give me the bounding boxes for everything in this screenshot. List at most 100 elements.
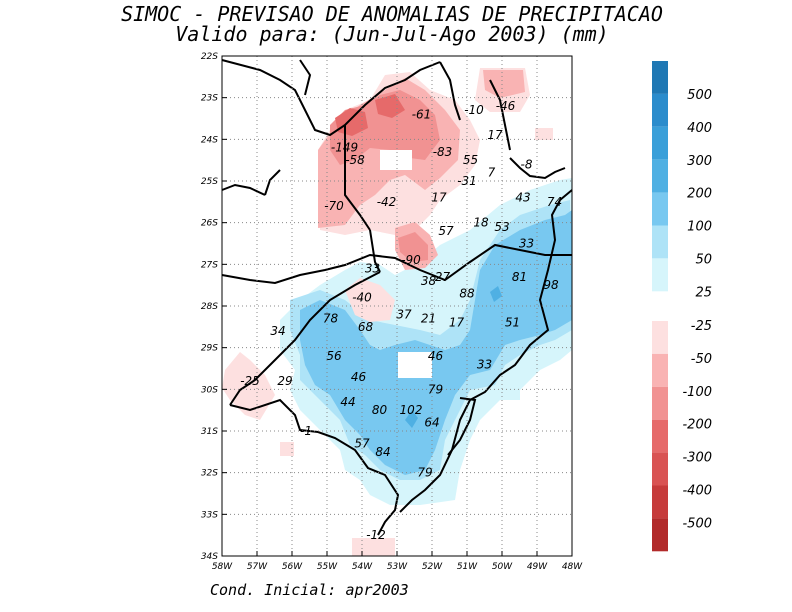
initial-condition-label: Cond. Inicial: apr2003 <box>210 581 409 599</box>
anomaly-value-label: 27 <box>435 270 451 284</box>
boundary-line <box>344 125 371 231</box>
anomaly-value-label: 78 <box>323 312 339 326</box>
lat-tick-label: 27S <box>201 260 218 270</box>
anomaly-value-label: -40 <box>352 291 372 305</box>
lat-tick-label: 25S <box>201 177 218 187</box>
positive-anomaly-strong-region <box>300 210 572 475</box>
negative-anomaly-strong-region <box>398 232 428 262</box>
negative-anomaly-strong-region <box>330 90 440 165</box>
legend-swatch-positive <box>652 126 668 160</box>
lon-tick-label: 53W <box>387 562 408 572</box>
anomaly-value-label: 18 <box>473 216 489 230</box>
legend-label-positive: 100 <box>687 220 712 235</box>
anomaly-value-label: 44 <box>340 395 355 409</box>
coastline <box>399 189 573 513</box>
anomaly-value-label: 81 <box>512 270 527 284</box>
value-labels: -61 -10 -46 17 -149 -83 -58 55 -8 7 -31 17 43 74 -70 -4… <box>240 99 562 542</box>
boundary-line <box>229 271 381 406</box>
coastline <box>299 59 312 96</box>
no-data-patch <box>398 352 432 378</box>
legend-label-positive: 50 <box>695 253 712 268</box>
boundary-line <box>264 169 281 196</box>
no-data-patch <box>380 150 412 170</box>
longitude-ticks: 58W 57W 56W 55W 54W 53W 52W 51W 50W 49W 48W <box>212 551 583 572</box>
legend-swatch-positive <box>652 258 668 292</box>
chart-subtitle: Valido para: (Jun-Jul-Ago 2003) (mm) <box>175 22 609 46</box>
legend-label-positive: 25 <box>695 285 712 300</box>
anomaly-value-label: -70 <box>324 199 344 213</box>
legend-swatch-negative <box>652 321 668 354</box>
lat-tick-label: 30S <box>201 385 218 395</box>
anomaly-value-label: -149 <box>331 141 358 155</box>
lon-tick-label: 50W <box>492 562 513 572</box>
anomaly-value-label: -90 <box>401 253 421 267</box>
lat-tick-label: 34S <box>201 552 218 562</box>
anomaly-value-label: 102 <box>400 403 423 417</box>
anomaly-value-label: 21 <box>421 312 436 326</box>
anomaly-value-label: 17 <box>487 128 503 142</box>
grid <box>222 56 572 556</box>
negative-anomaly-light-region <box>280 442 294 456</box>
lon-tick-label: 58W <box>212 562 233 572</box>
anomaly-value-label: 43 <box>515 191 530 205</box>
legend-swatch-positive <box>652 159 668 193</box>
anomaly-value-label: 80 <box>372 403 388 417</box>
boundary-line <box>229 398 400 536</box>
legend-label-positive: 300 <box>687 154 712 169</box>
legend-swatch-negative <box>652 386 668 420</box>
legend-label-negative: -200 <box>682 418 712 433</box>
lon-tick-label: 48W <box>562 562 583 572</box>
lon-tick-label: 56W <box>282 562 303 572</box>
coastline <box>439 61 461 121</box>
anomaly-value-label: -31 <box>457 174 477 188</box>
anomaly-value-label: 55 <box>463 153 478 167</box>
negative-anomaly-light-region <box>222 352 275 420</box>
lat-tick-label: 32S <box>201 469 218 479</box>
anomaly-value-label: 64 <box>424 416 439 430</box>
negative-anomaly-core <box>335 108 368 136</box>
legend-label-positive: 200 <box>687 187 712 202</box>
legend-swatch-positive <box>652 61 668 94</box>
lat-tick-label: 31S <box>201 427 218 437</box>
legend-label-negative: -25 <box>691 319 712 334</box>
anomaly-value-label: 84 <box>375 445 390 459</box>
anomaly-value-label: 57 <box>438 224 454 238</box>
anomaly-value-label: 33 <box>477 357 492 371</box>
legend-label-negative: -100 <box>682 385 712 400</box>
anomaly-value-label: -61 <box>412 107 432 121</box>
legend-swatch-negative <box>652 419 668 453</box>
legend-swatch-negative <box>652 518 668 552</box>
lat-tick-label: 26S <box>201 219 218 229</box>
lat-tick-label: 29S <box>201 344 218 354</box>
anomaly-value-label: 56 <box>326 349 342 363</box>
anomaly-value-label: 33 <box>519 237 534 251</box>
anomaly-value-label: 79 <box>428 382 443 396</box>
anomaly-value-label: 33 <box>365 262 380 276</box>
positive-anomaly-core <box>490 286 502 302</box>
anomaly-value-label: -25 <box>240 374 260 388</box>
legend-label-negative: -400 <box>682 484 712 499</box>
positive-anomaly-core <box>405 410 418 428</box>
latitude-ticks: 22S 23S 24S 25S 26S 27S 28S 29S 30S 31S 32S 33S 34S <box>201 52 227 562</box>
anomaly-value-label: 46 <box>428 349 444 363</box>
lon-tick-label: 52W <box>422 562 443 572</box>
legend-swatch-positive <box>652 225 668 259</box>
anomaly-value-label: 29 <box>277 374 292 388</box>
anomaly-value-label: 68 <box>358 320 374 334</box>
anomaly-value-label: 53 <box>494 220 509 234</box>
anomaly-value-label: 37 <box>396 307 412 321</box>
anomaly-value-label: 79 <box>417 466 432 480</box>
lat-tick-label: 28S <box>201 302 218 312</box>
negative-anomaly-medium-region <box>483 70 525 98</box>
negative-anomaly-light-region <box>352 538 395 556</box>
anomaly-value-label: -58 <box>345 153 365 167</box>
anomaly-value-label: -8 <box>521 157 533 171</box>
lon-tick-label: 49W <box>527 562 548 572</box>
boundary-line <box>369 229 381 273</box>
legend-label-negative: -50 <box>691 352 712 367</box>
legend-swatch-negative <box>652 353 668 387</box>
anomaly-value-label: 34 <box>270 324 285 338</box>
boundary-line <box>221 59 441 137</box>
anomaly-value-label: 74 <box>547 195 562 209</box>
